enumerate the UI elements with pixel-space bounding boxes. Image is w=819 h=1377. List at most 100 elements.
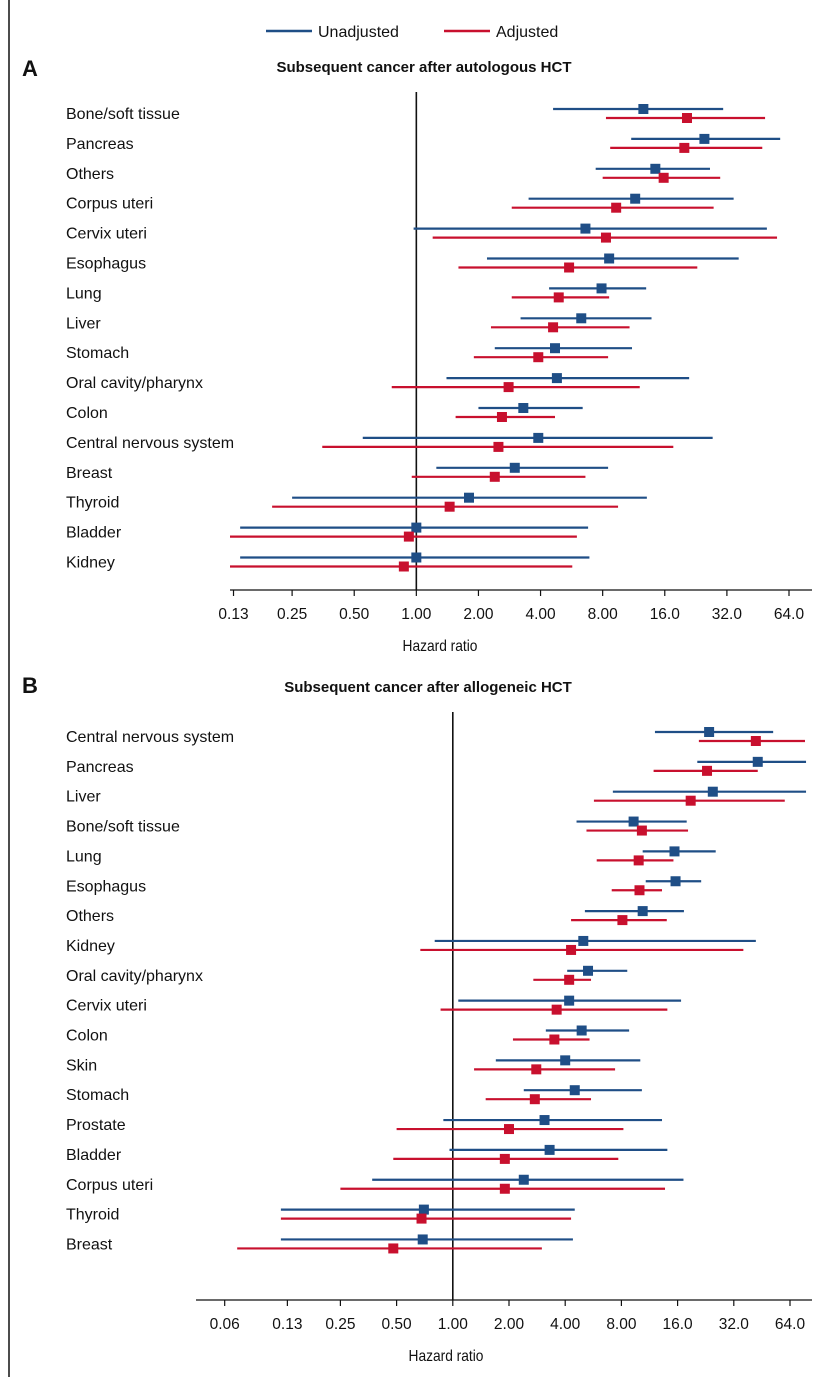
panel-b-unadjusted-point-pancreas bbox=[752, 756, 763, 767]
panel-b-category-label: Central nervous system bbox=[66, 729, 234, 746]
panel-a-category-label: Stomach bbox=[66, 345, 129, 362]
panel-a-category-label: Pancreas bbox=[66, 136, 134, 153]
panel-a-rows: Bone/soft tissue Pancreas Others Corpus ute… bbox=[66, 92, 781, 590]
panel-a-tick-label: 4.00 bbox=[525, 606, 556, 623]
panel-a-adjusted-point-oral-cavity-pharynx bbox=[503, 382, 514, 393]
panel-a-tick-label: 0.25 bbox=[277, 606, 307, 623]
panel-b-category-label: Bladder bbox=[66, 1147, 122, 1164]
panel-a-unadjusted-point-cervix-uteri bbox=[580, 223, 591, 234]
panel-a-category-label: Lung bbox=[66, 285, 102, 302]
panel-a-unadjusted-point-central-nervous-system bbox=[533, 432, 544, 443]
legend-adjusted-label: Adjusted bbox=[496, 24, 558, 41]
panel-b-adjusted-point-stomach bbox=[529, 1094, 540, 1105]
panel-b-unadjusted-point-thyroid bbox=[418, 1204, 429, 1215]
panel-a-adjusted-point-thyroid bbox=[444, 501, 455, 512]
panel-b-tick-label: 32.0 bbox=[719, 1316, 750, 1333]
panel-a-adjusted-point-esophagus bbox=[564, 262, 575, 273]
panel-a-category-label: Corpus uteri bbox=[66, 196, 153, 213]
panel-a-adjusted-point-bone-soft-tissue bbox=[681, 113, 692, 123]
panel-b-adjusted-point-thyroid bbox=[416, 1213, 427, 1224]
panel-a-category-label: Liver bbox=[66, 315, 101, 332]
panel-a-unadjusted-point-bladder bbox=[411, 522, 422, 533]
panel-b-tick-label: 2.00 bbox=[494, 1316, 525, 1333]
panel-a-tick-label: 64.0 bbox=[774, 606, 805, 623]
panel-b-category-label: Others bbox=[66, 908, 114, 925]
panel-b-tick-label: 1.00 bbox=[438, 1316, 469, 1333]
panel-b-adjusted-point-pancreas bbox=[702, 765, 713, 776]
panel-a-adjusted-point-stomach bbox=[533, 352, 544, 363]
panel-a-category-label: Colon bbox=[66, 405, 108, 422]
panel-b-adjusted-point-prostate bbox=[504, 1124, 514, 1135]
panel-a-unadjusted-point-lung bbox=[596, 283, 607, 294]
panel-a-adjusted-point-corpus-uteri bbox=[611, 202, 622, 213]
panel-b-tick-label: 0.25 bbox=[325, 1316, 355, 1333]
panel-b-ticks: 0.06 0.13 0.25 0.50 1.00 2.00 4.00 8.00 16.0 32.0… bbox=[210, 1300, 806, 1333]
panel-b-category-label: Skin bbox=[66, 1057, 97, 1074]
panel-b-category-label: Colon bbox=[66, 1028, 108, 1045]
panel-b-letter: B bbox=[22, 673, 38, 698]
panel-a-tick-label: 32.0 bbox=[712, 606, 743, 623]
panel-b-adjusted-point-colon bbox=[549, 1034, 560, 1045]
panel-a-unadjusted-point-esophagus bbox=[604, 253, 615, 264]
panel-b-unadjusted-point-kidney bbox=[578, 935, 589, 946]
panel-b-unadjusted-point-liver bbox=[707, 786, 718, 797]
panel-b-unadjusted-point-bone-soft-tissue bbox=[628, 816, 639, 827]
panel-b-unadjusted-point-bladder bbox=[544, 1144, 555, 1155]
panel-a-unadjusted-point-bone-soft-tissue bbox=[638, 104, 649, 114]
panel-b-unadjusted-point-others bbox=[637, 906, 648, 917]
panel-b-tick-label: 64.0 bbox=[775, 1316, 806, 1333]
panel-a-adjusted-point-cervix-uteri bbox=[600, 232, 611, 243]
panel-b-tick-label: 0.13 bbox=[272, 1316, 302, 1333]
panel-b-adjusted-point-esophagus bbox=[634, 885, 645, 896]
panel-b-adjusted-point-oral-cavity-pharynx bbox=[564, 974, 575, 985]
panel-b-adjusted-point-bladder bbox=[499, 1153, 510, 1164]
panel-b-category-label: Esophagus bbox=[66, 878, 146, 895]
panel-b-tick-label: 16.0 bbox=[663, 1316, 694, 1333]
panel-b-category-label: Liver bbox=[66, 789, 101, 806]
panel-b-adjusted-point-liver bbox=[685, 795, 696, 806]
panel-b-category-label: Corpus uteri bbox=[66, 1177, 153, 1194]
panel-b-adjusted-point-skin bbox=[531, 1064, 542, 1075]
panel-b-unadjusted-point-breast bbox=[417, 1234, 428, 1245]
legend-unadjusted-label: Unadjusted bbox=[318, 24, 399, 41]
panel-a-unadjusted-point-thyroid bbox=[464, 492, 475, 503]
panel-a-category-label: Bone/soft tissue bbox=[66, 106, 180, 123]
panel-a-adjusted-point-pancreas bbox=[679, 142, 690, 153]
panel-a-tick-label: 16.0 bbox=[650, 606, 681, 623]
panel-b-tick-label: 0.06 bbox=[210, 1316, 240, 1333]
panel-a-ticks: 0.13 0.25 0.50 1.00 2.00 4.00 8.00 16.0 32.0 64.0 bbox=[218, 590, 804, 623]
panel-b-unadjusted-point-prostate bbox=[539, 1115, 550, 1126]
panel-b-category-label: Lung bbox=[66, 848, 102, 865]
panel-b-unadjusted-point-esophagus bbox=[670, 876, 681, 887]
panel-a-unadjusted-point-liver bbox=[576, 313, 587, 324]
panel-b-category-label: Pancreas bbox=[66, 759, 134, 776]
panel-a-adjusted-point-breast bbox=[489, 471, 500, 482]
legend: Unadjusted Adjusted bbox=[266, 24, 558, 41]
panel-a-category-label: Kidney bbox=[66, 555, 115, 572]
panel-a-unadjusted-point-corpus-uteri bbox=[630, 193, 641, 204]
panel-b-unadjusted-point-cervix-uteri bbox=[564, 995, 575, 1006]
panel-b-category-label: Stomach bbox=[66, 1087, 129, 1104]
panel-a-category-label: Oral cavity/pharynx bbox=[66, 375, 203, 392]
panel-a-adjusted-point-colon bbox=[496, 412, 507, 422]
panel-a-autologous: A Subsequent cancer after autologous HCT… bbox=[22, 56, 812, 655]
panel-a-unadjusted-point-colon bbox=[518, 403, 529, 413]
panel-b-adjusted-point-kidney bbox=[566, 944, 577, 955]
panel-b-category-label: Bone/soft tissue bbox=[66, 819, 180, 836]
panel-a-category-label: Breast bbox=[66, 465, 113, 482]
panel-b-title: Subsequent cancer after allogeneic HCT bbox=[284, 679, 572, 696]
panel-a-unadjusted-point-kidney bbox=[411, 552, 422, 563]
panel-a-tick-label: 0.50 bbox=[339, 606, 370, 623]
panel-b-unadjusted-point-corpus-uteri bbox=[518, 1174, 529, 1185]
panel-a-category-label: Cervix uteri bbox=[66, 226, 147, 243]
panel-a-xlabel: Hazard ratio bbox=[403, 637, 478, 655]
panel-a-adjusted-point-kidney bbox=[398, 561, 409, 572]
panel-b-category-label: Oral cavity/pharynx bbox=[66, 968, 203, 985]
panel-b-unadjusted-point-colon bbox=[576, 1025, 587, 1036]
panel-a-adjusted-point-central-nervous-system bbox=[493, 441, 504, 452]
panel-b-category-label: Thyroid bbox=[66, 1207, 119, 1224]
panel-b-adjusted-point-bone-soft-tissue bbox=[636, 825, 647, 836]
panel-a-adjusted-point-lung bbox=[553, 292, 564, 303]
panel-b-adjusted-point-others bbox=[617, 915, 628, 926]
